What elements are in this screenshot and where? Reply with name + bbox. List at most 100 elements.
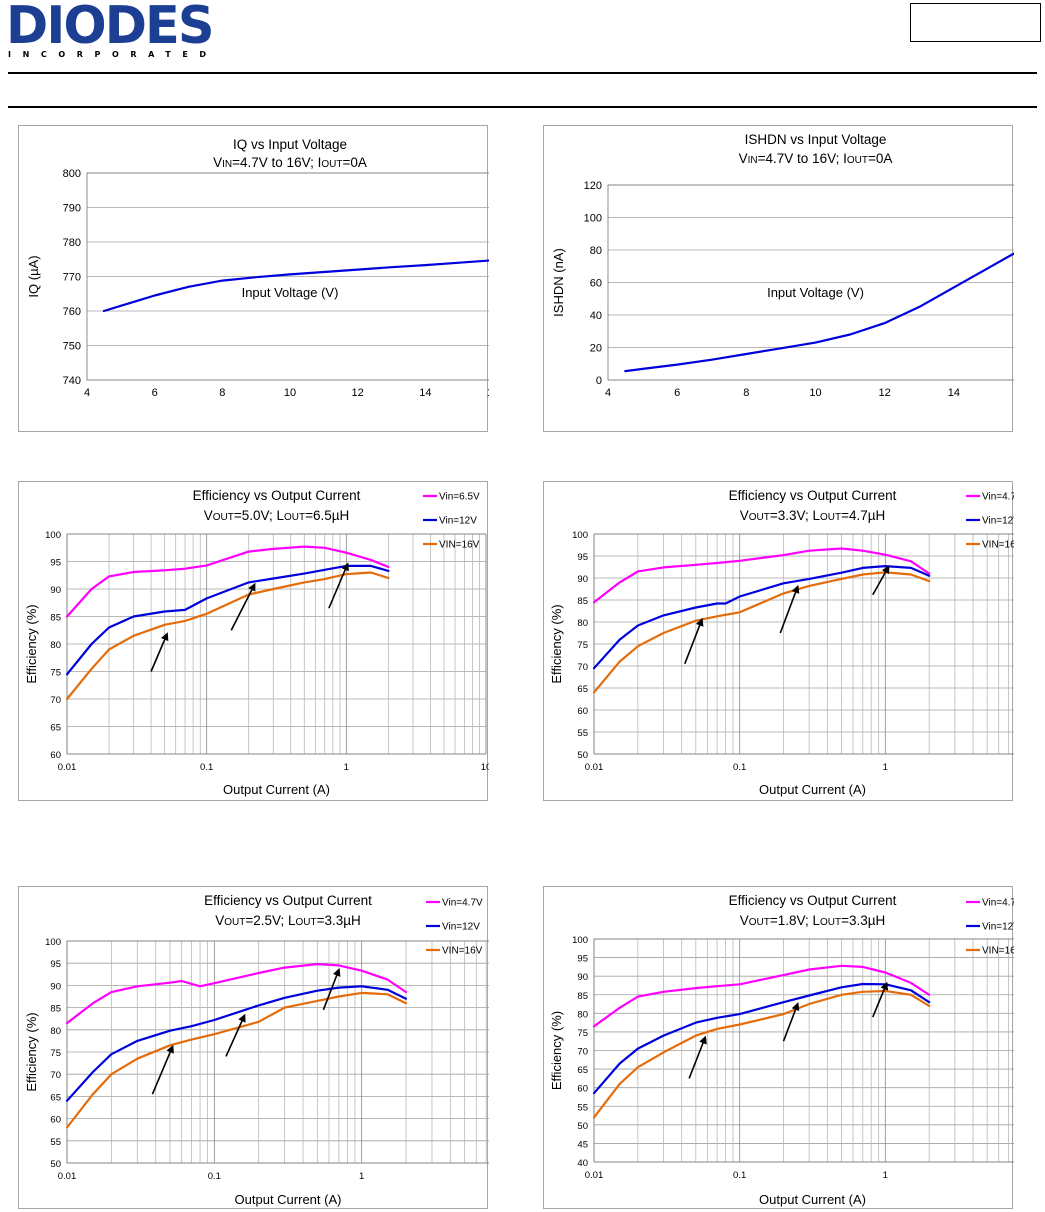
chart-ishdn-vs-input-voltage: ISHDN vs Input Voltage VIN=4.7V to 16V; I… — [543, 125, 1014, 432]
y-tick-label: 55 — [577, 1102, 588, 1113]
y-tick-label: 55 — [577, 728, 588, 739]
x-tick-label: 0.1 — [200, 762, 213, 773]
x-tick-label: 4 — [605, 387, 611, 399]
x-tick-label: 1 — [883, 1170, 888, 1181]
series-line-vin-6-5v — [65, 545, 390, 618]
y-tick-label: 750 — [63, 341, 81, 353]
x-tick-label: 8 — [743, 387, 749, 399]
plot-area — [593, 533, 1014, 755]
chart-subtitle: VIN=4.7V to 16V; IOUT=0A — [213, 155, 367, 170]
y-tick-label: 85 — [577, 991, 588, 1002]
y-tick-label: 740 — [63, 375, 81, 387]
series-line-vin-4-7v — [65, 963, 408, 1025]
chart-title: Efficiency vs Output Current — [204, 893, 372, 908]
y-tick-label: 75 — [50, 668, 61, 679]
y-tick-label: 95 — [50, 959, 61, 970]
x-tick-label: 0.01 — [585, 762, 604, 773]
header-rule-bottom — [8, 106, 1037, 108]
y-tick-label: 50 — [577, 750, 588, 761]
annotation-arrow — [782, 1002, 800, 1042]
x-tick-label: 12 — [352, 387, 364, 399]
y-tick-label: 50 — [50, 1159, 61, 1170]
chart-title: IQ vs Input Voltage — [233, 137, 347, 152]
logo-wordmark: DIODES — [6, 0, 215, 56]
y-tick-label: 90 — [577, 972, 588, 983]
series-line-vin-16v — [592, 571, 931, 694]
header-box — [910, 3, 1041, 42]
y-tick-label: 55 — [50, 1137, 61, 1148]
x-tick-label: 14 — [948, 387, 960, 399]
y-tick-label: 75 — [577, 1028, 588, 1039]
x-tick-label: 10 — [809, 387, 821, 399]
x-tick-label: 6 — [674, 387, 680, 399]
series-line-vin-12v — [65, 985, 408, 1102]
x-tick-label: 8 — [219, 387, 225, 399]
chart-title: Efficiency vs Output Current — [729, 488, 897, 503]
x-axis-label: Output Current (A) — [759, 782, 866, 797]
chart-svg: Efficiency vs Output Current VOUT=5.0V; L… — [24, 488, 489, 797]
chart-title: ISHDN vs Input Voltage — [745, 132, 887, 147]
annotation-arrow — [872, 981, 888, 1018]
legend-label: Vin=12V — [442, 922, 480, 933]
legend-label: VIN=16V — [439, 540, 480, 551]
y-tick-label: 100 — [45, 530, 61, 541]
annotation-arrow — [322, 967, 341, 1011]
y-tick-label: 60 — [50, 750, 61, 761]
y-tick-label: 50 — [577, 1121, 588, 1132]
legend-label: Vin=4.7V — [982, 492, 1014, 503]
chart-subtitle: VOUT=5.0V; LOUT=6.5µH — [204, 508, 350, 523]
y-tick-label: 100 — [572, 530, 588, 541]
y-tick-label: 85 — [50, 613, 61, 624]
y-tick-label: 65 — [577, 1065, 588, 1076]
plot-area — [66, 533, 487, 755]
legend-label: Vin=12V — [982, 922, 1014, 933]
chart-efficiency-vout-3v3: Efficiency vs Output Current VOUT=3.3V; L… — [543, 481, 1014, 801]
series-line-data — [624, 252, 1014, 373]
y-tick-label: 100 — [572, 935, 588, 946]
x-tick-label: 6 — [152, 387, 158, 399]
annotation-arrow — [151, 1044, 174, 1095]
y-tick-label: 770 — [63, 272, 81, 284]
chart-subtitle: VOUT=2.5V; LOUT=3.3µH — [215, 913, 361, 928]
chart-svg: Efficiency vs Output Current VOUT=2.5V; L… — [24, 893, 489, 1207]
y-tick-label: 75 — [577, 640, 588, 651]
y-tick-label: 80 — [577, 1009, 588, 1020]
x-axis-label: Output Current (A) — [235, 1192, 342, 1207]
legend-label: Vin=12V — [439, 516, 477, 527]
x-tick-label: 0.1 — [733, 762, 746, 773]
x-tick-label: 1 — [883, 762, 888, 773]
series-line-vin-4-7v — [592, 964, 931, 1028]
grid-lines — [608, 184, 1014, 381]
grid-lines — [87, 172, 489, 381]
y-tick-label: 75 — [50, 1048, 61, 1059]
y-tick-label: 95 — [50, 558, 61, 569]
chart-title: Efficiency vs Output Current — [193, 488, 361, 503]
y-tick-label: 60 — [577, 1084, 588, 1095]
y-tick-label: 90 — [50, 981, 61, 992]
y-tick-label: 80 — [590, 245, 602, 257]
series-line-vin-16v — [592, 989, 931, 1119]
x-axis-label: Output Current (A) — [759, 1192, 866, 1207]
x-axis-label: Output Current (A) — [223, 782, 330, 797]
chart-svg: IQ vs Input Voltage VIN=4.7V to 16V; IOUT… — [26, 137, 489, 399]
annotation-arrow — [872, 565, 890, 596]
chart-subtitle: VOUT=1.8V; LOUT=3.3µH — [740, 913, 886, 928]
legend-label: Vin=4.7V — [982, 898, 1014, 909]
y-axis-label: Efficiency (%) — [549, 604, 564, 683]
y-tick-label: 100 — [45, 937, 61, 948]
y-axis-label: Efficiency (%) — [24, 1012, 39, 1091]
annotation-arrow — [779, 584, 800, 634]
x-tick-label: 0.01 — [585, 1170, 604, 1181]
legend-label: VIN=16V — [982, 540, 1014, 551]
plot-area — [86, 172, 489, 381]
y-tick-label: 800 — [63, 168, 81, 180]
y-tick-label: 40 — [590, 310, 602, 322]
annotation-arrow — [230, 582, 256, 631]
x-tick-label: 0.01 — [58, 762, 77, 773]
header-rule-top — [8, 72, 1037, 74]
y-axis-label: IQ (µA) — [26, 255, 41, 297]
y-tick-label: 65 — [577, 684, 588, 695]
series-line-data — [102, 259, 489, 313]
y-tick-label: 790 — [63, 203, 81, 215]
y-tick-label: 70 — [50, 1070, 61, 1081]
